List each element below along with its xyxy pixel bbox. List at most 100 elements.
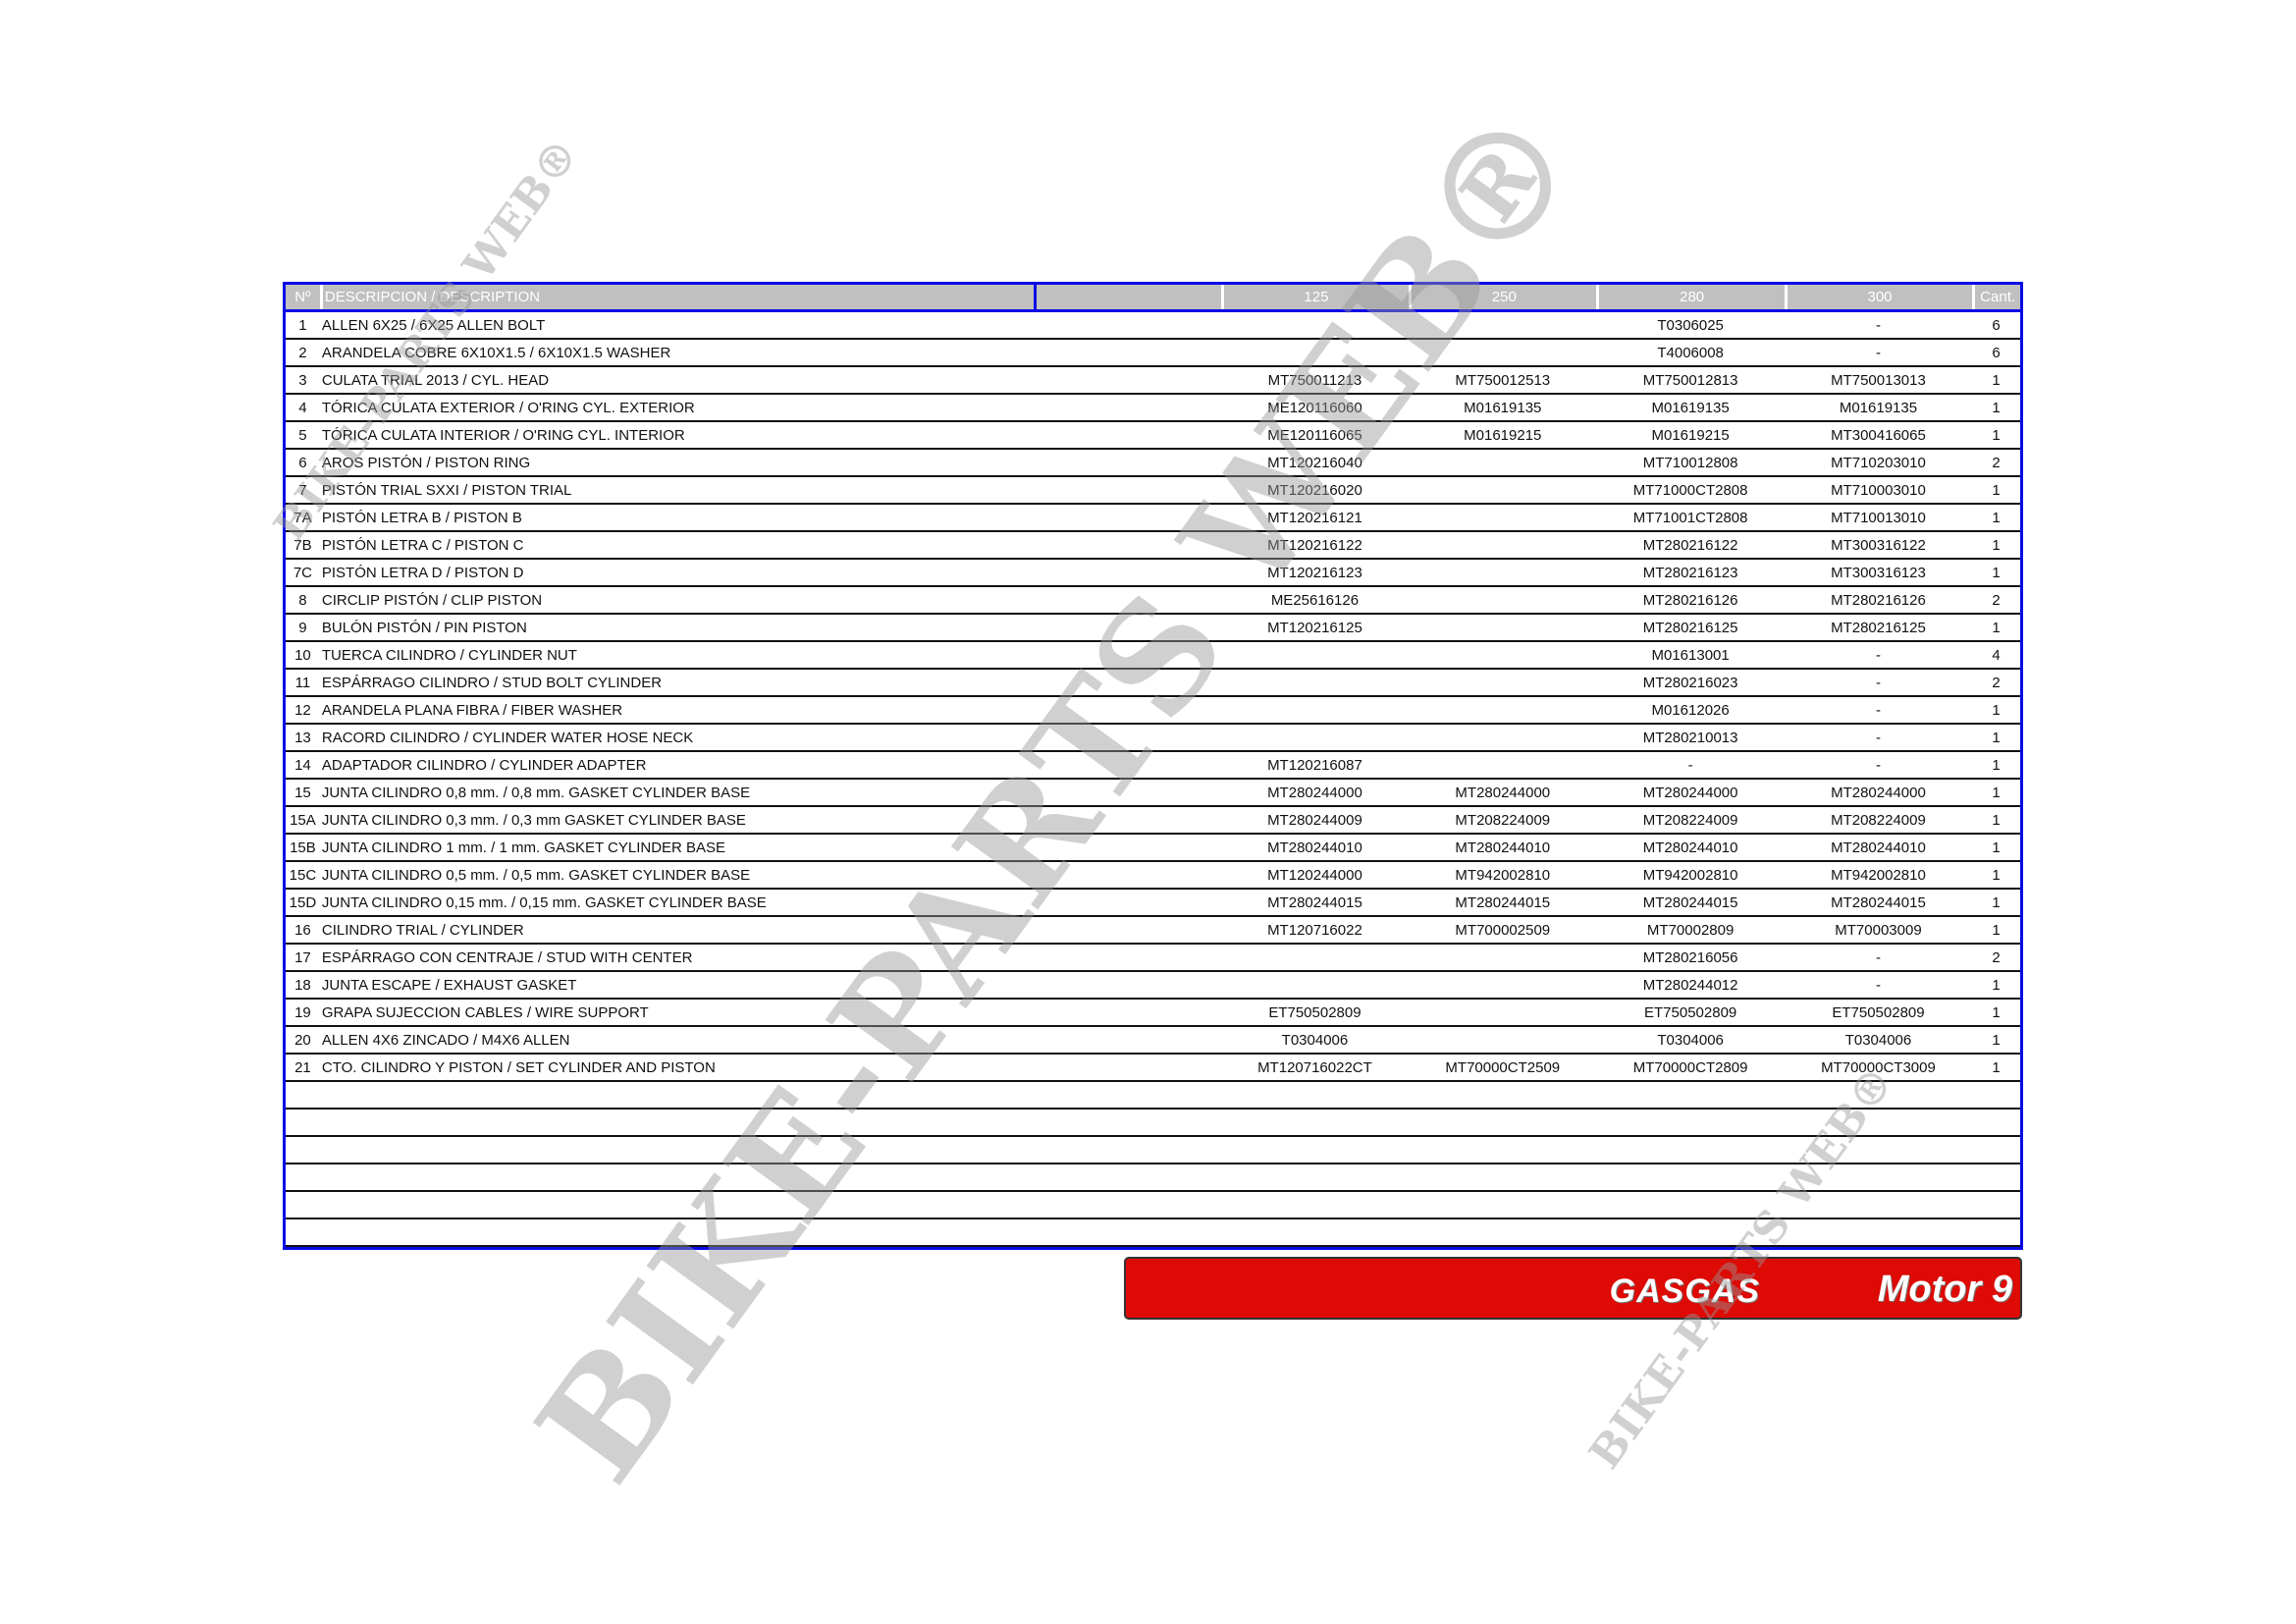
part-description: JUNTA CILINDRO 0,15 mm. / 0,15 mm. GASKE…	[321, 893, 767, 911]
table-row: 12 ARANDELA PLANA FIBRA / FIBER WASHER M01…	[286, 697, 2020, 725]
code-300: MT280244000	[1831, 784, 1926, 801]
code-250: M01619135	[1464, 399, 1542, 416]
table-row: 20 ALLEN 4X6 ZINCADO / M4X6 ALLEN T0304006…	[286, 1027, 2020, 1055]
table-row: 21 CTO. CILINDRO Y PISTON / SET CYLINDER …	[286, 1055, 2020, 1082]
table-row: 7A PISTÓN LETRA B / PISTON B MT120216121 MT…	[286, 505, 2020, 532]
quantity: 6	[1992, 316, 2001, 334]
part-number-ref: 4	[298, 399, 307, 416]
code-125: ME120116065	[1267, 426, 1362, 444]
quantity: 1	[1992, 701, 2001, 719]
table-row	[286, 1137, 2020, 1164]
code-280: MT71000CT2808	[1632, 481, 1748, 499]
part-description: PISTÓN LETRA C / PISTON C	[321, 536, 524, 554]
quantity: 4	[1992, 646, 2001, 664]
part-number-ref: 20	[294, 1031, 311, 1049]
code-280: MT280216122	[1642, 536, 1738, 554]
code-280: MT280244015	[1642, 893, 1738, 911]
code-250: MT280244010	[1455, 839, 1551, 856]
table-row	[286, 1164, 2020, 1192]
code-300: ET750502809	[1832, 1003, 1925, 1021]
part-description: JUNTA CILINDRO 0,3 mm. / 0,3 mm GASKET C…	[321, 811, 746, 829]
header-number: Nº	[294, 289, 311, 305]
part-number-ref: 12	[294, 701, 311, 719]
table-row: 15 JUNTA CILINDRO 0,8 mm. / 0,8 mm. GASKE…	[286, 780, 2020, 807]
table-row: 15B JUNTA CILINDRO 1 mm. / 1 mm. GASKET C…	[286, 835, 2020, 862]
table-row	[286, 1219, 2020, 1247]
part-description: CULATA TRIAL 2013 / CYL. HEAD	[321, 371, 550, 389]
code-300: MT750013013	[1831, 371, 1926, 389]
code-250: MT208224009	[1455, 811, 1551, 829]
table-row: 6 AROS PISTÓN / PISTON RING MT120216040 MT7…	[286, 450, 2020, 477]
code-125: MT280244000	[1267, 784, 1362, 801]
part-number-ref: 2	[298, 344, 307, 361]
code-300: -	[1875, 948, 1881, 966]
part-number-ref: 15	[294, 784, 311, 801]
code-280: MT280244012	[1642, 976, 1738, 994]
code-280: MT70000CT2809	[1632, 1058, 1748, 1076]
part-description: ADAPTADOR CILINDRO / CYLINDER ADAPTER	[321, 756, 647, 774]
part-number-ref: 7C	[293, 564, 313, 581]
code-280: ET750502809	[1644, 1003, 1737, 1021]
part-number-ref: 21	[294, 1058, 311, 1076]
part-number-ref: 7A	[294, 509, 312, 526]
code-125: MT120244000	[1267, 866, 1362, 884]
part-number-ref: 9	[298, 619, 307, 636]
code-280: MT280210013	[1642, 729, 1738, 746]
code-300: MT70003009	[1835, 921, 1922, 939]
header-280: 280	[1596, 285, 1784, 309]
header-description: DESCRIPCION / DESCRIPTION	[319, 285, 1035, 309]
code-300: MT300416065	[1831, 426, 1926, 444]
quantity: 2	[1992, 591, 2001, 609]
table-row: 10 TUERCA CILINDRO / CYLINDER NUT M0161300…	[286, 642, 2020, 670]
header-300: 300	[1784, 285, 1972, 309]
quantity: 1	[1992, 921, 2001, 939]
code-300: MT710013010	[1831, 509, 1926, 526]
table-row: 7B PISTÓN LETRA C / PISTON C MT120216122 MT…	[286, 532, 2020, 560]
part-description: JUNTA CILINDRO 1 mm. / 1 mm. GASKET CYLI…	[321, 839, 726, 856]
parts-table: Nº DESCRIPCION / DESCRIPTION 125 250 280…	[283, 282, 2023, 1250]
quantity: 1	[1992, 564, 2001, 581]
part-description: BULÓN PISTÓN / PIN PISTON	[321, 619, 527, 636]
table-row: 14 ADAPTADOR CILINDRO / CYLINDER ADAPTER M…	[286, 752, 2020, 780]
part-description: ALLEN 4X6 ZINCADO / M4X6 ALLEN	[321, 1031, 570, 1049]
code-300: -	[1875, 674, 1881, 691]
code-125: MT120716022	[1267, 921, 1362, 939]
part-number-ref: 3	[298, 371, 307, 389]
header-250: 250	[1409, 285, 1596, 309]
table-row: 1 ALLEN 6X25 / 6X25 ALLEN BOLT T0306025 - 6	[286, 312, 2020, 340]
code-280: MT280216023	[1642, 674, 1738, 691]
table-row: 16 CILINDRO TRIAL / CYLINDER MT120716022 MT…	[286, 917, 2020, 945]
part-description: AROS PISTÓN / PISTON RING	[321, 454, 531, 471]
part-description: TÓRICA CULATA EXTERIOR / O'RING CYL. EXT…	[321, 399, 695, 416]
code-300: M01619135	[1839, 399, 1918, 416]
code-280: MT208224009	[1642, 811, 1738, 829]
part-number-ref: 7	[298, 481, 307, 499]
code-280: MT280216056	[1642, 948, 1738, 966]
quantity: 1	[1992, 399, 2001, 416]
quantity: 1	[1992, 1058, 2001, 1076]
quantity: 1	[1992, 1003, 2001, 1021]
table-row: 13 RACORD CILINDRO / CYLINDER WATER HOSE …	[286, 725, 2020, 752]
part-description: PISTÓN TRIAL SXXI / PISTON TRIAL	[321, 481, 572, 499]
table-row	[286, 1192, 2020, 1219]
quantity: 2	[1992, 948, 2001, 966]
table-row: 2 ARANDELA COBRE 6X10X1.5 / 6X10X1.5 WASH…	[286, 340, 2020, 367]
code-250: MT70000CT2509	[1445, 1058, 1561, 1076]
part-number-ref: 7B	[294, 536, 312, 554]
code-250: MT942002810	[1455, 866, 1551, 884]
table-row: 15D JUNTA CILINDRO 0,15 mm. / 0,15 mm. GA…	[286, 890, 2020, 917]
quantity: 1	[1992, 866, 2001, 884]
code-280: MT942002810	[1642, 866, 1738, 884]
code-300: -	[1875, 316, 1881, 334]
quantity: 1	[1992, 756, 2001, 774]
section-title: Motor 9	[1877, 1269, 2012, 1310]
part-description: CTO. CILINDRO Y PISTON / SET CYLINDER AN…	[321, 1058, 716, 1076]
header-quantity: Cant.	[1972, 285, 2020, 309]
part-number-ref: 1	[298, 316, 307, 334]
code-280: -	[1687, 756, 1693, 774]
part-number-ref: 16	[294, 921, 311, 939]
part-number-ref: 15A	[290, 811, 316, 829]
part-description: ARANDELA COBRE 6X10X1.5 / 6X10X1.5 WASHE…	[321, 344, 671, 361]
code-125: T0304006	[1281, 1031, 1349, 1049]
code-300: -	[1875, 976, 1881, 994]
